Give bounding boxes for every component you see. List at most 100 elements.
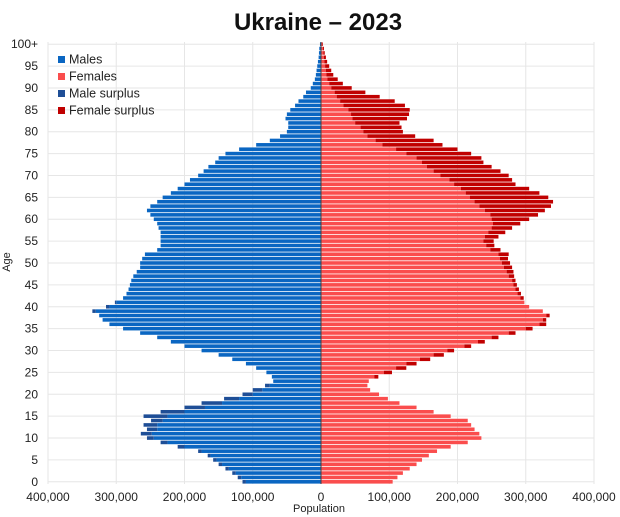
male-bar (95, 309, 322, 313)
male-surplus-bar (224, 396, 240, 401)
female-bar (321, 239, 484, 243)
male-surplus-bar (146, 427, 158, 432)
male-bar (201, 348, 321, 353)
female-surplus-bar (484, 208, 545, 213)
female-surplus-bar (363, 129, 403, 134)
female-surplus-bar (454, 182, 516, 187)
female-bar (321, 388, 371, 392)
female-bar (321, 344, 465, 348)
female-bar (321, 230, 489, 235)
female-surplus-bar (449, 178, 513, 182)
male-bar (273, 379, 321, 383)
male-bar (303, 94, 321, 99)
male-bar (184, 182, 321, 187)
female-surplus-bar (406, 361, 417, 366)
female-bar (321, 55, 324, 60)
male-bar (241, 475, 321, 480)
male-bar (280, 134, 321, 138)
female-bar (321, 436, 482, 440)
female-surplus-bar (355, 121, 400, 125)
female-bar (321, 440, 468, 445)
male-surplus-bar (242, 480, 246, 484)
female-bar (321, 208, 485, 213)
female-bar (321, 42, 323, 46)
female-surplus-bar (331, 86, 352, 90)
male-bar (170, 191, 321, 195)
female-surplus-bar (508, 274, 515, 278)
male-bar (162, 418, 321, 423)
female-surplus-bar (513, 283, 517, 287)
female-bar (321, 383, 368, 388)
male-surplus-bar (92, 309, 96, 313)
female-bar (321, 182, 455, 187)
male-surplus-bar (160, 409, 185, 414)
female-bar (321, 51, 324, 55)
male-surplus-bar (106, 304, 110, 309)
y-tick-label: 40 (25, 300, 39, 314)
legend-swatch (58, 90, 65, 97)
female-surplus-bar (360, 125, 402, 130)
bars (92, 42, 554, 484)
male-bar (151, 431, 321, 436)
female-bar (321, 261, 502, 265)
male-bar (318, 51, 321, 55)
female-bar (321, 466, 410, 471)
female-surplus-bar (503, 265, 513, 270)
male-bar (136, 269, 321, 274)
female-surplus-bar (517, 291, 521, 296)
male-bar (102, 318, 321, 322)
female-bar (321, 112, 352, 117)
male-bar (157, 248, 321, 252)
female-bar (321, 335, 492, 340)
female-bar (321, 370, 384, 375)
female-bar (321, 226, 492, 230)
x-axis-ticks: 400,000 300,000 200,000 100,000 0 100,000 200,… (26, 490, 616, 504)
male-bar (153, 217, 321, 222)
female-bar (321, 414, 451, 418)
male-bar (215, 160, 321, 165)
female-surplus-bar (486, 243, 495, 248)
female-surplus-bar (465, 191, 540, 195)
female-surplus-bar (464, 344, 472, 348)
x-tick-label: 400,000 (26, 490, 70, 504)
male-bar (157, 427, 321, 432)
male-bar (157, 335, 321, 340)
male-bar (203, 169, 321, 173)
male-bar (316, 68, 321, 73)
female-bar (321, 156, 417, 160)
legend-label: Female surplus (69, 104, 154, 118)
male-bar (184, 409, 321, 414)
y-tick-label: 75 (25, 147, 39, 161)
female-bar (321, 326, 526, 331)
legend-swatch (58, 56, 65, 63)
x-axis-label: Population (293, 503, 345, 515)
male-bar (99, 313, 321, 318)
male-surplus-bar (201, 401, 223, 405)
female-surplus-bar (490, 248, 501, 252)
male-bar (245, 480, 321, 484)
female-bar (321, 480, 393, 484)
male-bar (286, 129, 321, 134)
female-bar (321, 59, 325, 64)
female-surplus-bar (474, 199, 554, 204)
male-bar (109, 304, 321, 309)
male-bar (144, 252, 321, 257)
male-bar (288, 121, 321, 125)
female-bar (321, 274, 509, 278)
female-bar (321, 173, 441, 178)
male-bar (318, 55, 321, 60)
male-bar (245, 361, 321, 366)
male-bar (160, 239, 321, 243)
female-bar (321, 252, 499, 257)
female-bar (321, 427, 475, 432)
female-bar (321, 458, 423, 462)
female-bar (321, 357, 420, 362)
female-surplus-bar (501, 261, 511, 265)
y-tick-label: 50 (25, 256, 39, 270)
female-bar (321, 129, 364, 134)
female-bar (321, 243, 487, 248)
male-bar (312, 81, 321, 86)
female-bar (321, 138, 376, 143)
male-bar (269, 138, 321, 143)
male-surplus-bar (252, 388, 263, 392)
